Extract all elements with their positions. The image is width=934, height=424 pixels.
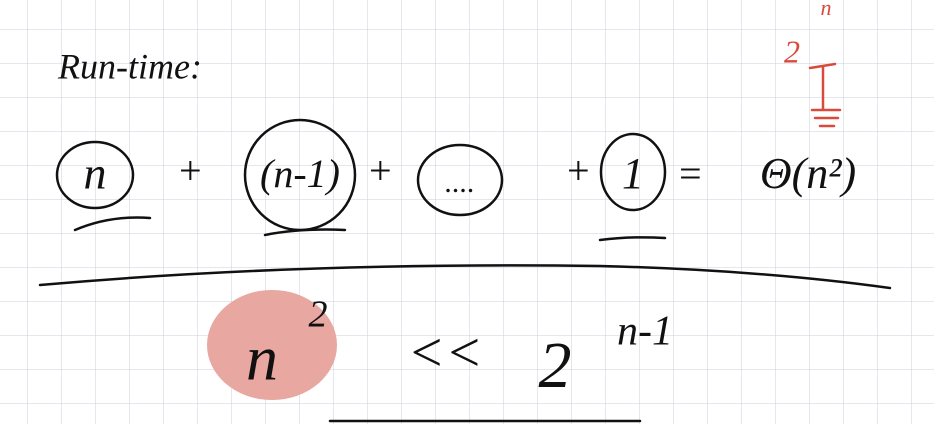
comparison-right: 2 (539, 329, 572, 402)
operator: = (677, 151, 704, 196)
comparison-right-exponent: n-1 (617, 309, 673, 355)
comparison-left: n (246, 323, 278, 394)
operator: + (177, 148, 204, 193)
underline (73, 216, 667, 242)
circle (55, 140, 135, 210)
circle (599, 132, 667, 212)
annotation-exponent: n (821, 0, 832, 20)
term: n (84, 148, 107, 199)
operator: + (367, 148, 394, 193)
result: Θ(n²) (760, 149, 856, 198)
term: 1 (622, 149, 644, 198)
term: .... (445, 166, 475, 199)
term: (n-1) (260, 151, 340, 196)
comparison-operator: << (407, 322, 483, 384)
operator: + (565, 148, 592, 193)
heading: Run-time: (57, 46, 202, 86)
annotation: 2 (784, 33, 800, 69)
highlight (207, 290, 337, 400)
annotation-mark (808, 62, 842, 128)
divider (38, 264, 892, 290)
comparison-left-exponent: 2 (309, 294, 328, 336)
circle (416, 143, 504, 217)
